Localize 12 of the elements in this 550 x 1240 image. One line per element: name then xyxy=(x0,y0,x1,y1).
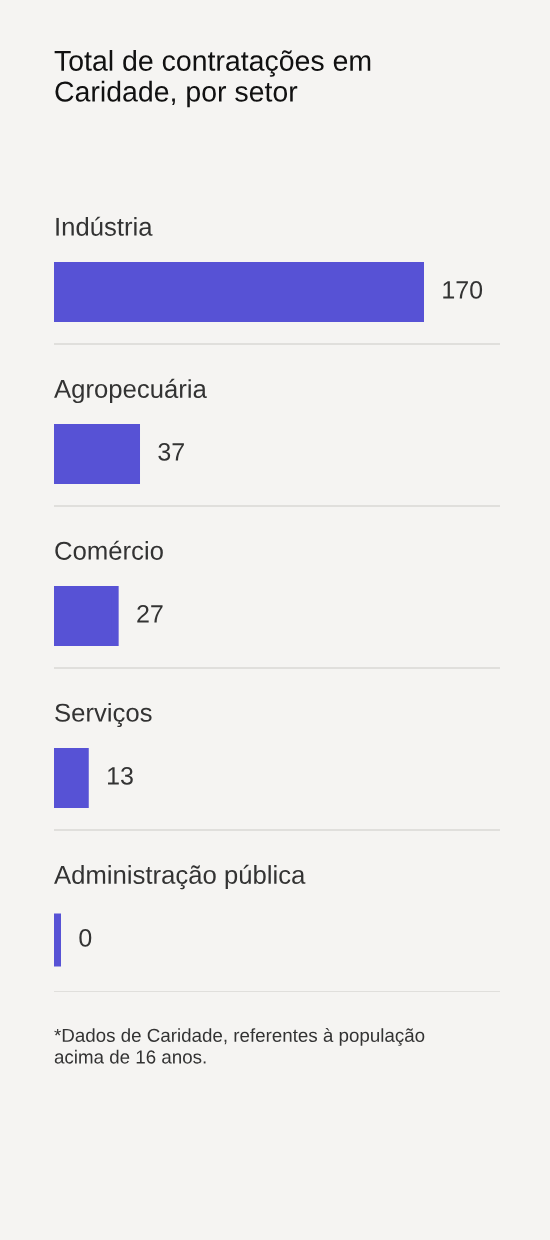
text: *Dados de Caridade, referentes à população acima de 16 anos. xyxy=(54,1028,425,1064)
y-tick-label: Indústria xyxy=(56,216,153,236)
y-tick-label: Administração pública xyxy=(54,864,306,890)
data-label: 170 xyxy=(443,281,483,299)
y-tick-label: Agropecuária xyxy=(54,378,207,404)
chart-title: Total de contratações em Caridade, por setor xyxy=(54,50,371,108)
data-label: 27 xyxy=(137,605,163,623)
y-tick-label: Serviços xyxy=(55,702,152,728)
data-label: 0 xyxy=(79,929,92,947)
data-label: 13 xyxy=(108,767,133,785)
y-tick-label: Comércio xyxy=(55,540,163,560)
data-label: 37 xyxy=(158,443,184,461)
